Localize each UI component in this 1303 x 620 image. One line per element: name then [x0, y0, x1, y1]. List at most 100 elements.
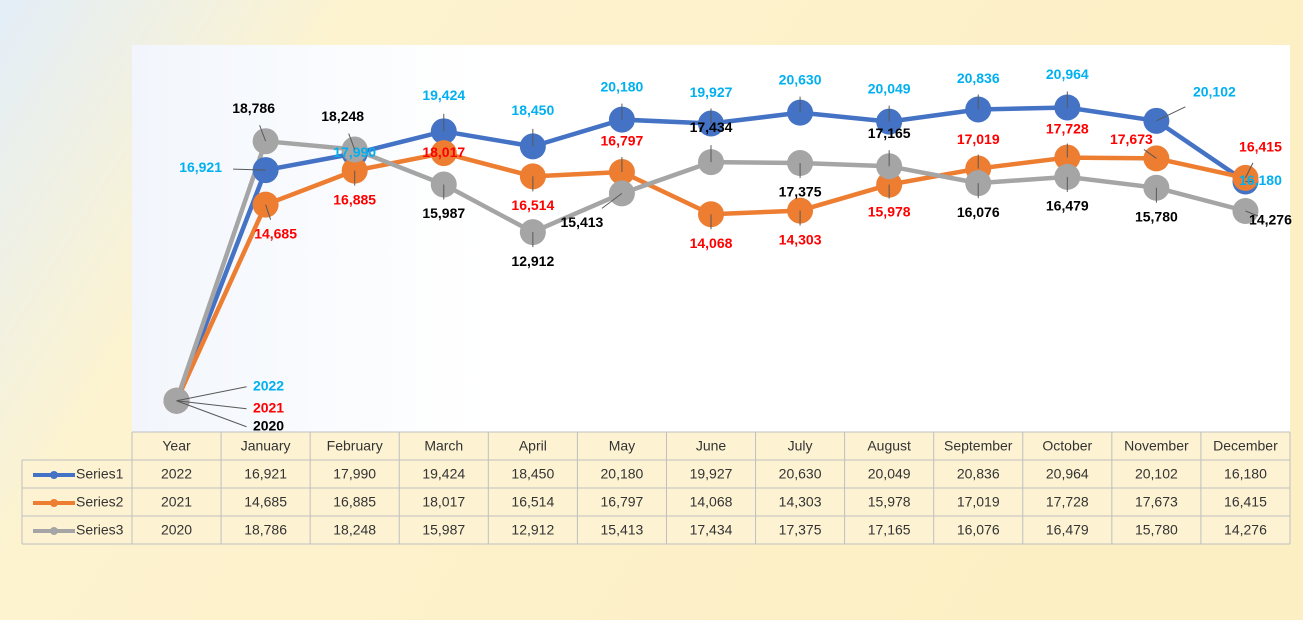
table-cell: 2020 [161, 522, 192, 538]
data-label: 15,413 [561, 214, 604, 230]
table-cell: 17,728 [1046, 494, 1089, 510]
data-label: 20,964 [1046, 66, 1089, 82]
leader-line [1156, 106, 1186, 122]
x-tick-label: March [424, 438, 463, 454]
x-tick-label: May [609, 438, 635, 454]
table-cell: 14,276 [1224, 522, 1267, 538]
legend-key-marker [50, 527, 58, 535]
data-label: 18,450 [511, 102, 554, 118]
table-cell: 20,180 [601, 466, 644, 482]
legend-label: Series1 [76, 466, 124, 482]
table-cell: 17,990 [333, 466, 376, 482]
data-point [1143, 107, 1170, 134]
table-cell: 16,885 [333, 494, 376, 510]
data-label: 19,927 [690, 84, 733, 100]
data-label: 16,076 [957, 204, 1000, 220]
table-cell: 17,375 [779, 522, 822, 538]
data-label: 19,424 [422, 87, 465, 103]
table-cell: 20,102 [1135, 466, 1178, 482]
table-cell: 17,434 [690, 522, 733, 538]
data-label: 16,180 [1239, 172, 1282, 188]
data-label: 2020 [253, 417, 284, 433]
table-cell: 15,780 [1135, 522, 1178, 538]
data-label: 2022 [253, 377, 284, 393]
data-label: 16,885 [333, 191, 376, 207]
x-tick-label: September [944, 438, 1013, 454]
x-tick-label: Year [162, 438, 191, 454]
data-label: 20,049 [868, 80, 911, 96]
table-cell: 20,836 [957, 466, 1000, 482]
table-cell: 17,673 [1135, 494, 1178, 510]
leader-line [176, 386, 247, 402]
data-label: 18,017 [422, 144, 465, 160]
data-label: 20,630 [779, 71, 822, 87]
table-cell: 2021 [161, 494, 192, 510]
x-tick-label: June [696, 438, 727, 454]
x-tick-label: October [1042, 438, 1092, 454]
data-label: 17,434 [690, 119, 733, 135]
leader-line [1143, 149, 1157, 159]
x-tick-label: January [241, 438, 291, 454]
x-tick-label: November [1124, 438, 1189, 454]
data-label: 14,068 [690, 235, 733, 251]
leader-line [176, 400, 247, 410]
table-cell: 18,017 [422, 494, 465, 510]
x-tick-label: July [788, 438, 813, 454]
data-label: 15,987 [422, 205, 465, 221]
x-tick-label: February [327, 438, 383, 454]
data-label: 17,990 [333, 144, 376, 160]
data-label: 20,102 [1193, 84, 1236, 100]
data-label: 16,479 [1046, 198, 1089, 214]
leader-line [348, 133, 356, 150]
data-label: 17,375 [779, 184, 822, 200]
table-cell: 15,978 [868, 494, 911, 510]
table-cell: 16,479 [1046, 522, 1089, 538]
legend-label: Series2 [76, 494, 124, 510]
data-label: 17,019 [957, 131, 1000, 147]
table-cell: 14,303 [779, 494, 822, 510]
data-label: 12,912 [511, 253, 554, 269]
data-label: 17,165 [868, 125, 911, 141]
leader-line [265, 204, 272, 220]
table-cell: 18,248 [333, 522, 376, 538]
data-label: 16,797 [601, 133, 644, 149]
x-tick-label: August [867, 438, 911, 454]
data-label: 2021 [253, 399, 284, 415]
table-cell: 16,514 [511, 494, 554, 510]
leader-line [1245, 162, 1254, 179]
data-label: 17,673 [1110, 131, 1153, 147]
table-cell: 2022 [161, 466, 192, 482]
table-cell: 20,964 [1046, 466, 1089, 482]
data-label: 16,921 [179, 159, 222, 175]
data-label: 14,685 [254, 225, 297, 241]
table-cell: 17,019 [957, 494, 1000, 510]
legend-key-marker [50, 471, 58, 479]
data-label: 14,276 [1249, 212, 1292, 228]
x-tick-label: December [1213, 438, 1278, 454]
data-label: 16,415 [1239, 139, 1282, 155]
data-label: 17,728 [1046, 120, 1089, 136]
table-cell: 16,921 [244, 466, 287, 482]
leader-line [601, 193, 623, 209]
table-header-bg [132, 432, 1290, 460]
leader-line [1245, 210, 1259, 217]
table-cell: 19,424 [422, 466, 465, 482]
table-cell: 18,786 [244, 522, 287, 538]
data-label: 15,780 [1135, 208, 1178, 224]
table-cell: 16,076 [957, 522, 1000, 538]
data-point [430, 140, 457, 167]
data-label: 15,978 [868, 203, 911, 219]
table-cell: 16,180 [1224, 466, 1267, 482]
legend-label: Series3 [76, 522, 124, 538]
table-cell: 16,797 [601, 494, 644, 510]
data-table: Year January February March April May June July… [21, 431, 1291, 545]
data-label: 14,303 [779, 231, 822, 247]
data-label: 16,514 [511, 197, 554, 213]
table-bg [22, 460, 1290, 544]
leader-line [259, 125, 267, 142]
data-label: 18,248 [321, 108, 364, 124]
table-cell: 15,413 [601, 522, 644, 538]
table-cell: 16,415 [1224, 494, 1267, 510]
table-cell: 12,912 [511, 522, 554, 538]
